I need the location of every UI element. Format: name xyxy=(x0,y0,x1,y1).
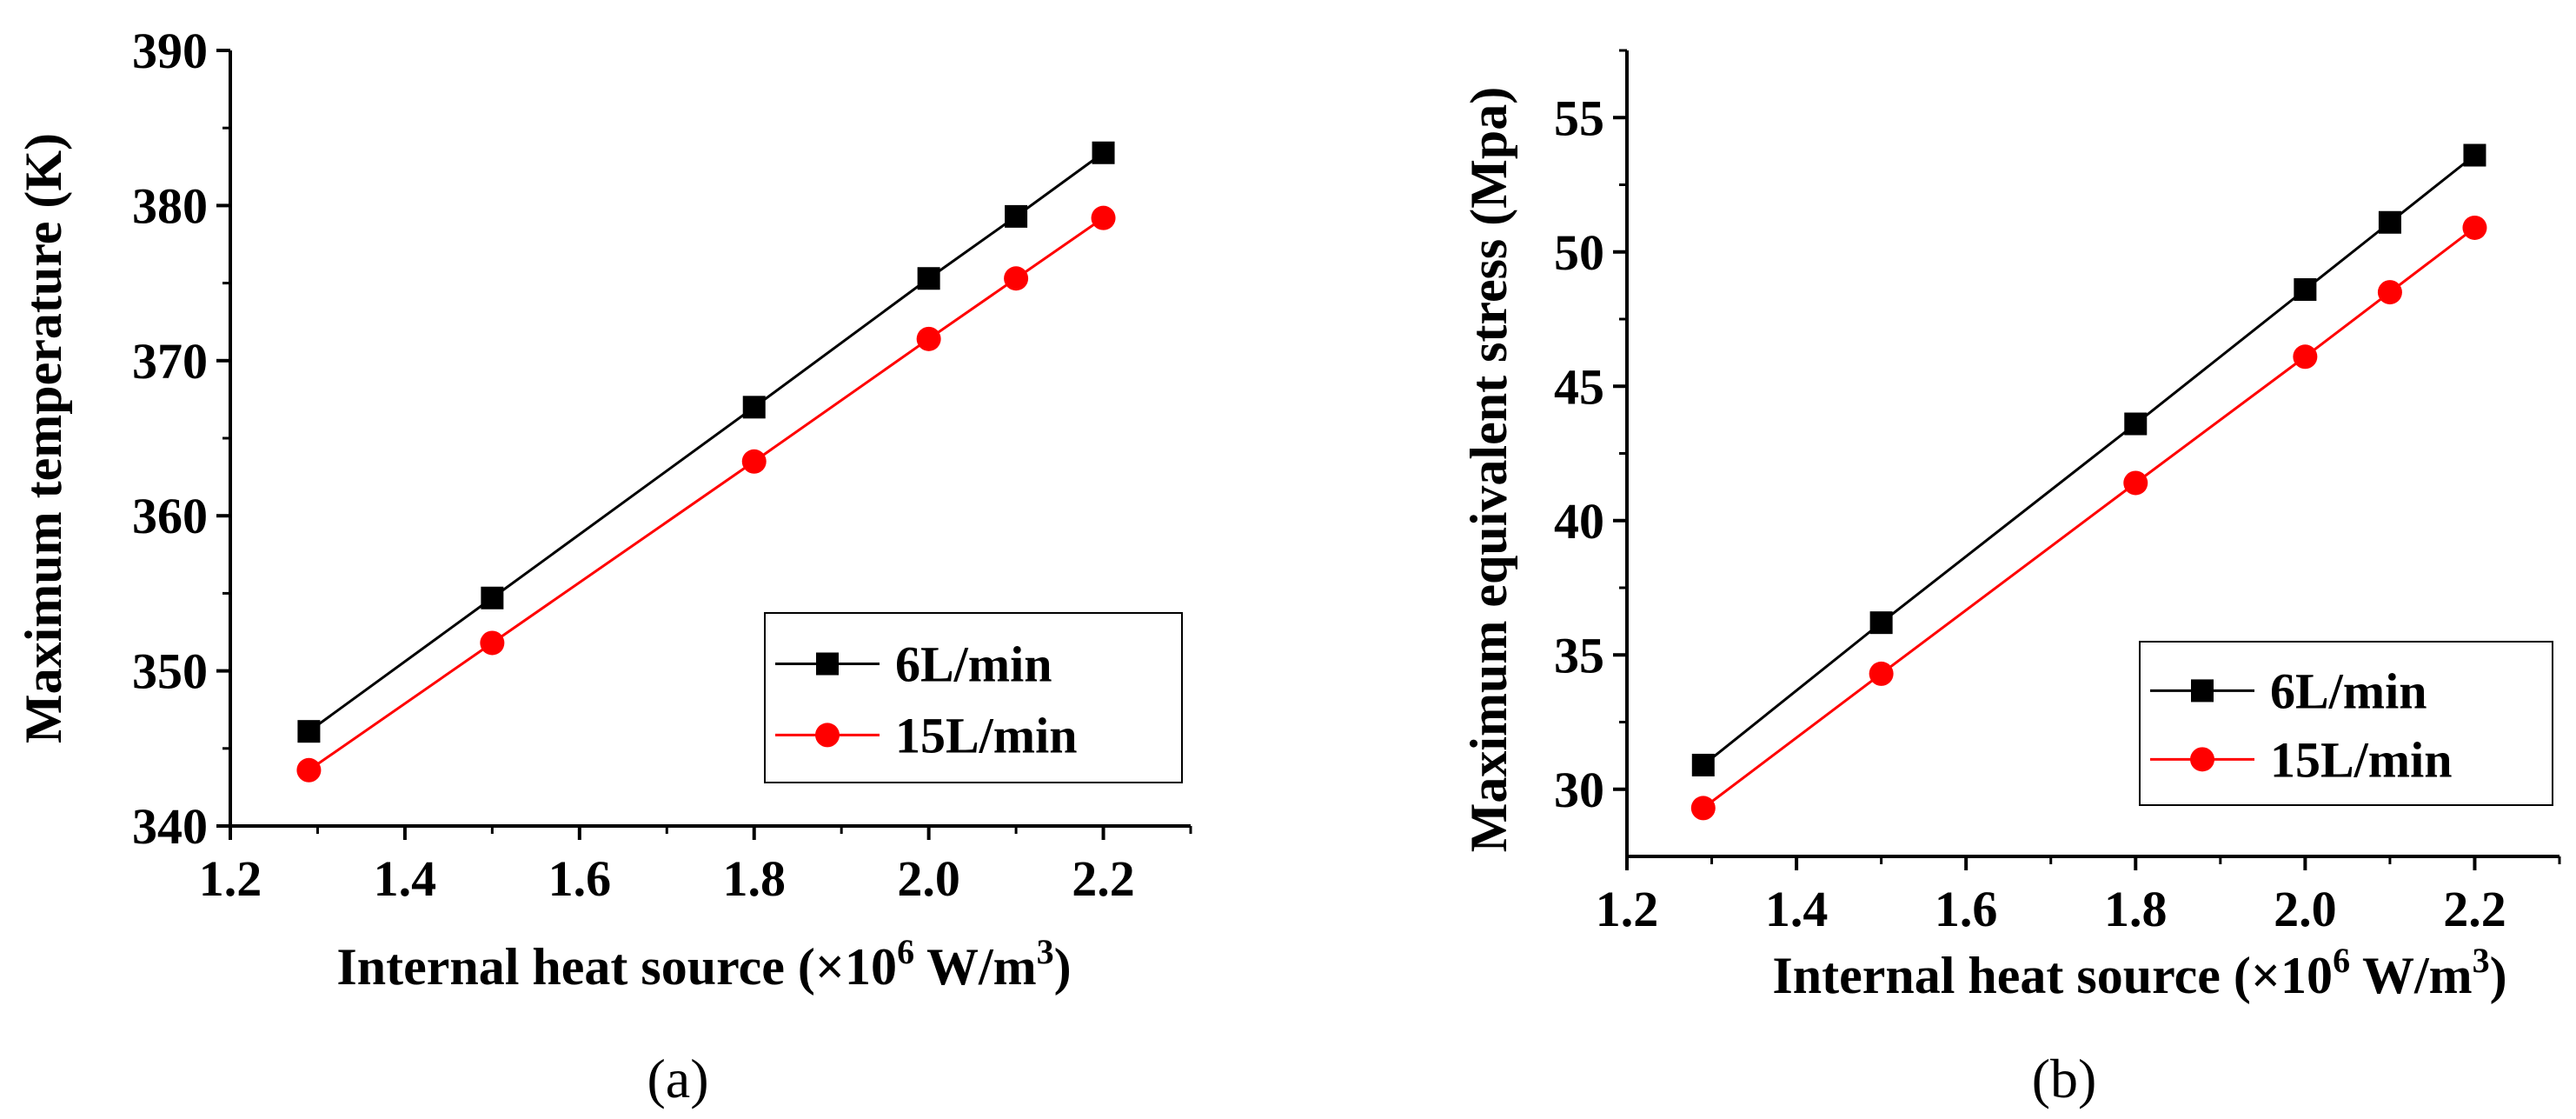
x-axis-label-part: Internal heat source (×10 xyxy=(336,938,897,996)
data-point-b-s1 xyxy=(2463,143,2486,167)
y-tick-label-b: 35 xyxy=(1554,627,1604,683)
data-point-a-s2 xyxy=(296,757,322,783)
legend-box-b xyxy=(2139,641,2553,806)
legend-label-a-2: 15L/min xyxy=(895,707,1078,763)
chart-b: 1.2 1.4 1.6 1.8 2.0 2.2 30 35 40 45 50 55 Maximum eq… xyxy=(1460,49,2561,1004)
legend-label-a-1: 6L/min xyxy=(895,636,1052,693)
data-point-b-s2 xyxy=(2293,344,2318,370)
y-tick-label-a: 360 xyxy=(132,488,208,544)
data-point-b-s1 xyxy=(1869,611,1893,635)
data-point-a-s2 xyxy=(916,326,941,351)
y-tick-label-a: 340 xyxy=(132,798,208,855)
legend-marker-a-2 xyxy=(815,723,840,748)
data-point-a-s1 xyxy=(917,267,940,290)
data-point-a-s2 xyxy=(1004,266,1029,291)
x-axis-label-part: W/m xyxy=(914,938,1037,996)
y-axis-label-a: Maximum temperature (K) xyxy=(15,133,72,743)
y-tick-label-b: 30 xyxy=(1554,762,1604,818)
x-axis-label-a: Internal heat source (×106 W/m3) xyxy=(336,932,1071,996)
legend-marker-b-1 xyxy=(2191,679,2214,703)
y-tick-label-b: 50 xyxy=(1554,224,1604,281)
x-tick-label-b: 1.2 xyxy=(1596,881,1659,937)
data-point-a-s1 xyxy=(481,586,504,609)
x-tick-label-a: 1.6 xyxy=(548,850,612,907)
legend-marker-a-1 xyxy=(816,652,839,676)
x-tick-label-a: 1.8 xyxy=(722,850,786,907)
x-tick-label-a: 1.4 xyxy=(374,850,437,907)
x-axis-label-superscript: 6 xyxy=(2333,941,2350,980)
legend-label-b-1: 6L/min xyxy=(2270,663,2427,719)
panel-b-label: (b) xyxy=(2032,1048,2097,1109)
series-line-a-1 xyxy=(308,151,1105,733)
y-tick-label-b: 55 xyxy=(1554,90,1604,146)
data-point-a-s2 xyxy=(480,630,505,656)
x-tick-label-b: 1.4 xyxy=(1765,881,1829,937)
x-axis-label-b: Internal heat source (×106 W/m3) xyxy=(1772,941,2506,1004)
x-tick-label-b: 2.0 xyxy=(2274,881,2337,937)
data-point-b-s2 xyxy=(1690,796,1716,821)
y-tick-label-a: 380 xyxy=(132,177,208,234)
x-tick-label-a: 2.2 xyxy=(1072,850,1135,907)
series-line-a-2 xyxy=(308,216,1105,772)
y-tick-label-a: 390 xyxy=(132,23,208,79)
data-point-b-s2 xyxy=(2123,470,2148,496)
series-line-b-1 xyxy=(1702,154,2476,767)
panel-a-label: (a) xyxy=(647,1048,708,1109)
x-tick-label-a: 2.0 xyxy=(897,850,960,907)
series-line-b-2 xyxy=(1702,226,2476,809)
x-axis-label-part: Internal heat source (×10 xyxy=(1772,947,2333,1004)
data-point-a-s1 xyxy=(1005,204,1028,228)
x-axis-label-superscript: 6 xyxy=(897,932,914,971)
y-tick-label-a: 350 xyxy=(132,643,208,700)
legend-label-b-2: 15L/min xyxy=(2270,731,2453,788)
data-point-b-s2 xyxy=(2377,280,2402,305)
x-axis-label-part: ) xyxy=(1054,938,1072,996)
data-point-b-s1 xyxy=(2378,210,2401,234)
y-tick-label-b: 40 xyxy=(1554,493,1604,550)
data-point-b-s2 xyxy=(1869,661,1894,686)
data-point-b-s2 xyxy=(2462,215,2487,240)
data-point-b-s1 xyxy=(2124,412,2148,436)
x-tick-label-b: 1.6 xyxy=(1935,881,1998,937)
y-tick-label-b: 45 xyxy=(1554,358,1604,415)
x-axis-label-part: W/m xyxy=(2350,947,2473,1004)
x-tick-label-b: 2.2 xyxy=(2443,881,2506,937)
y-axis-label-b: Maximum equivalent stress (Mpa) xyxy=(1460,87,1517,853)
data-point-a-s1 xyxy=(297,720,321,743)
x-axis-label-superscript: 3 xyxy=(2473,941,2490,980)
x-axis-label-superscript: 3 xyxy=(1037,932,1054,971)
x-axis-label-part: ) xyxy=(2490,947,2507,1004)
chart-a: 1.2 1.4 1.6 1.8 2.0 2.2 340 350 360 370 380 390 Maxi… xyxy=(15,23,1192,996)
y-tick-label-a: 370 xyxy=(132,333,208,390)
data-point-a-s1 xyxy=(1092,141,1115,164)
x-tick-label-b: 1.8 xyxy=(2104,881,2168,937)
data-point-a-s2 xyxy=(1091,205,1116,230)
data-point-b-s1 xyxy=(1691,753,1715,776)
data-point-a-s2 xyxy=(741,449,767,474)
data-point-b-s1 xyxy=(2294,278,2317,302)
legend-box-a xyxy=(764,612,1183,783)
legend-marker-b-2 xyxy=(2190,747,2214,772)
data-point-a-s1 xyxy=(742,396,766,419)
x-tick-label-a: 1.2 xyxy=(199,850,262,907)
